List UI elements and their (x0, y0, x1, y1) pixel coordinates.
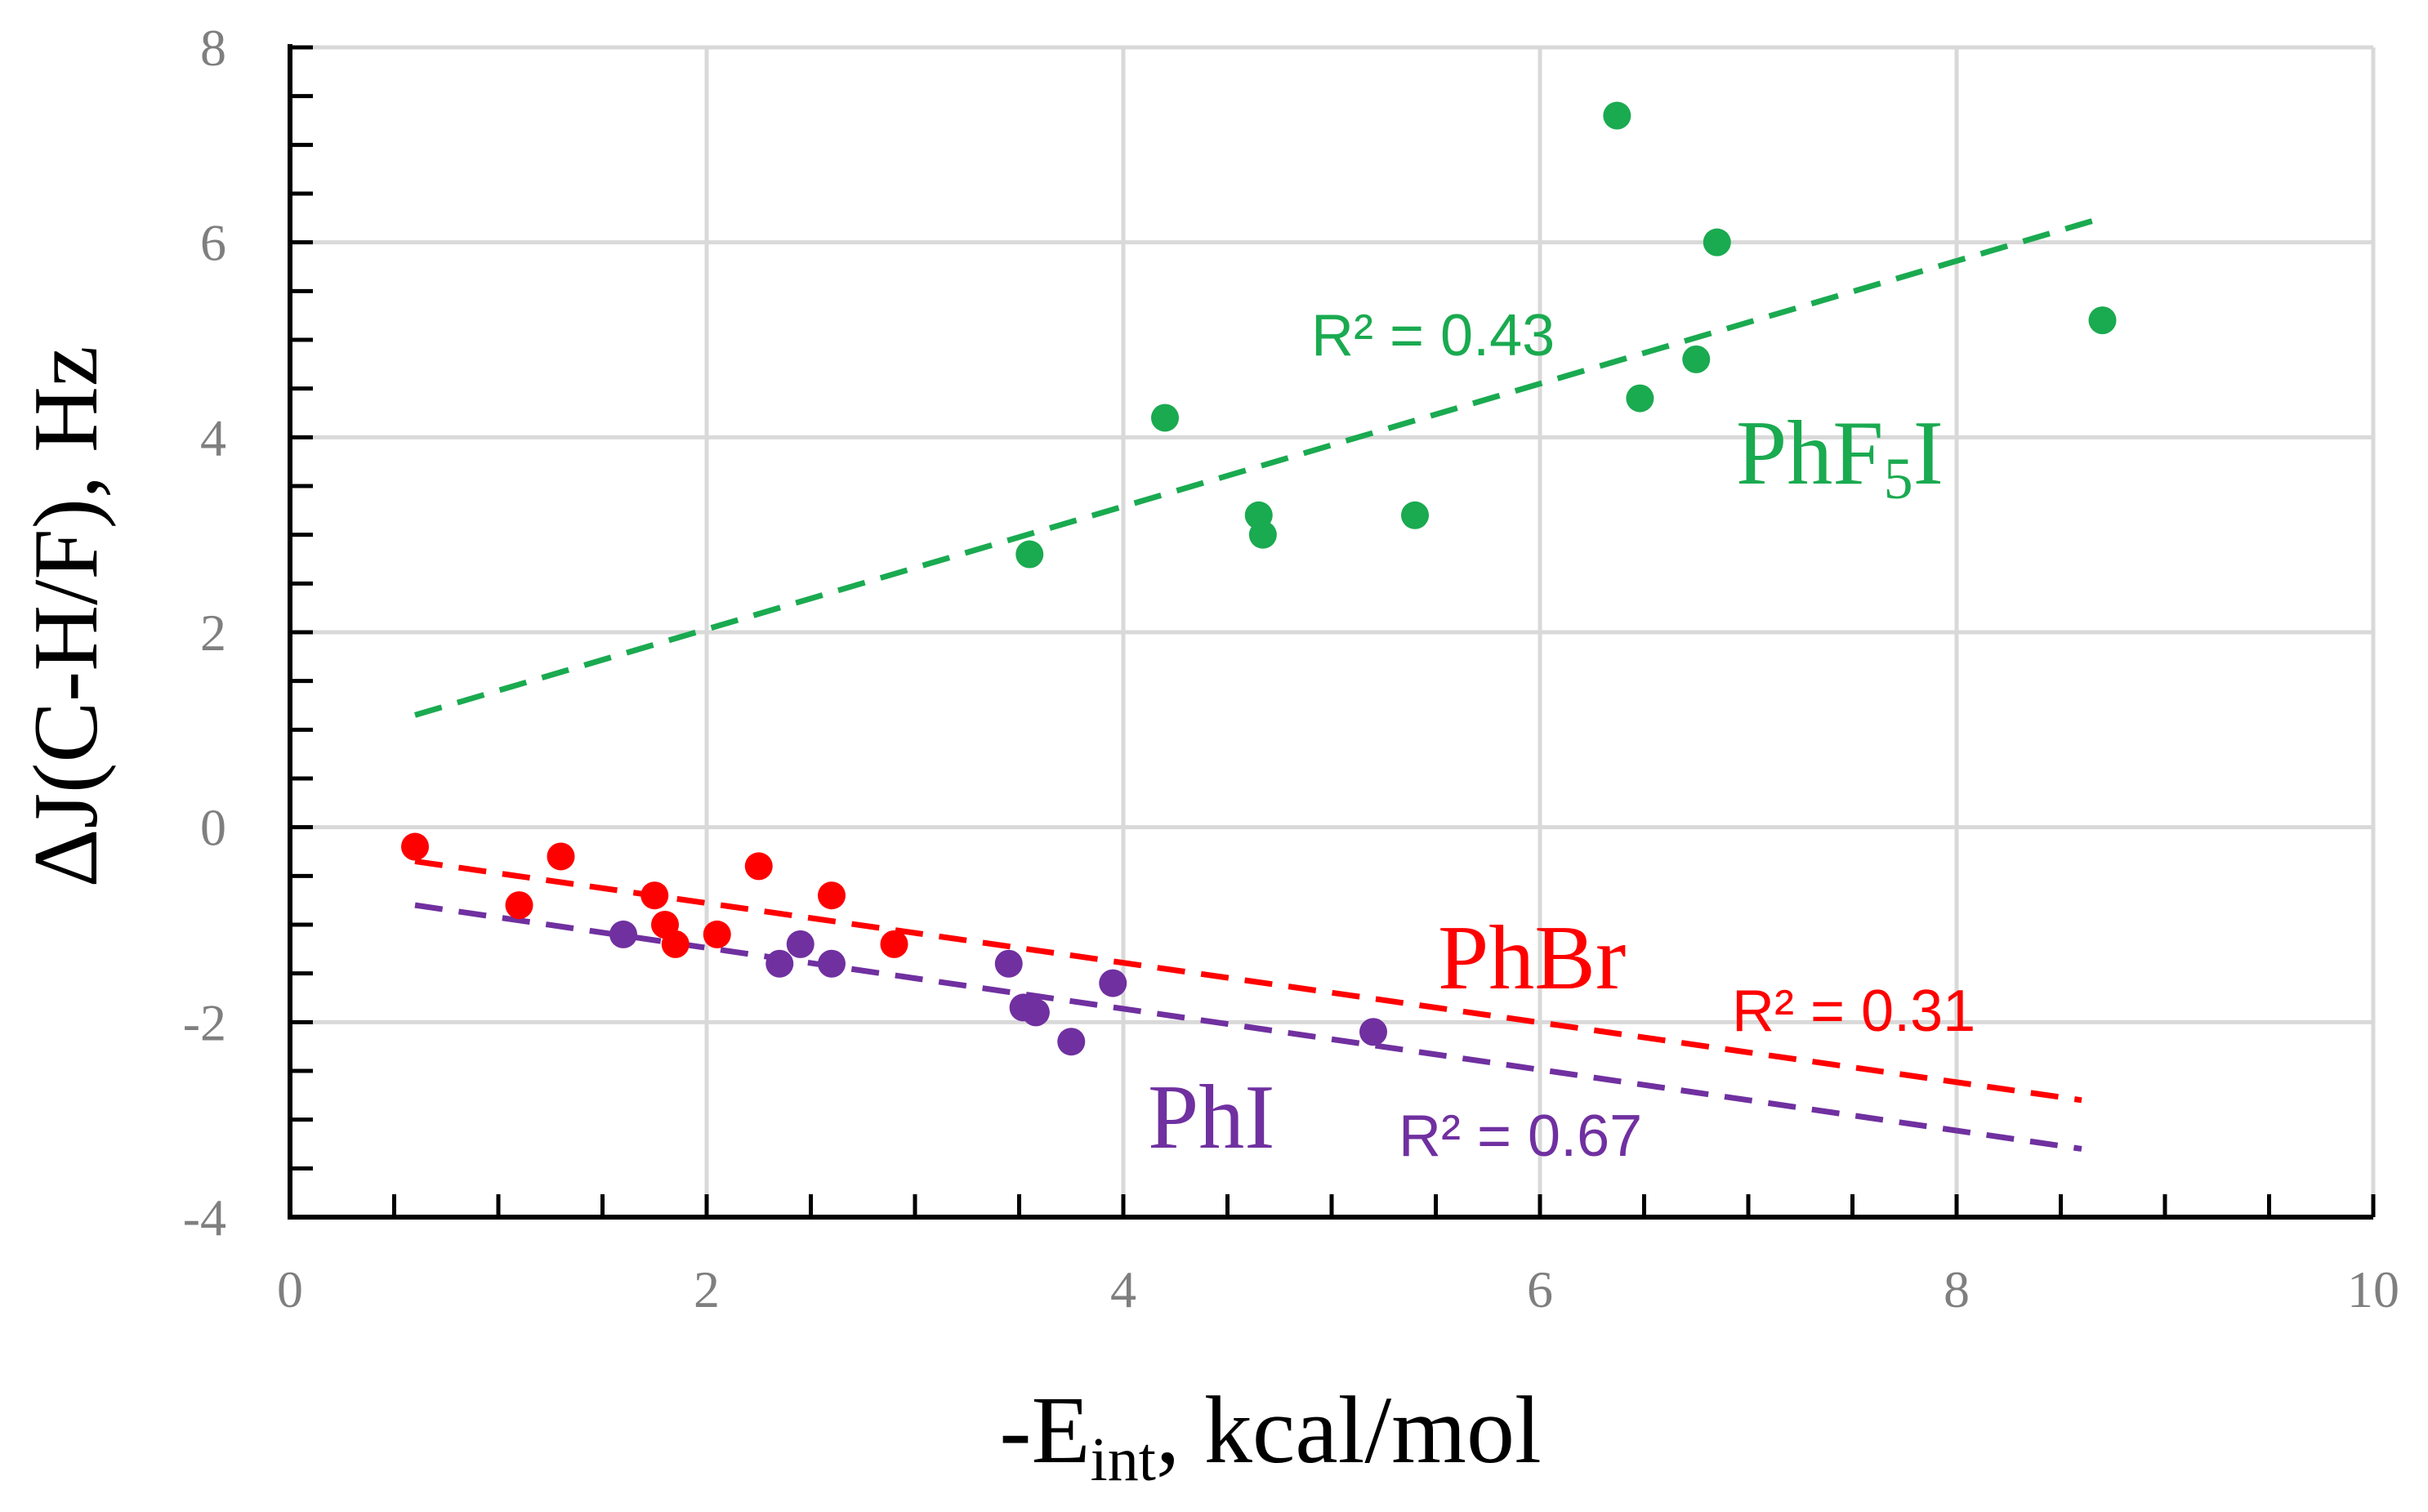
y-tick-label: -2 (183, 993, 226, 1051)
x-axis-title: -Eint, kcal/mol (999, 1376, 1542, 1494)
r2-label-phf5i: R² = 0.43 (1311, 303, 1555, 368)
point-phbr (547, 842, 575, 871)
point-phbr (505, 891, 533, 920)
point-phi (1021, 998, 1050, 1027)
trendline-phf5i (414, 215, 2104, 718)
point-phi (1359, 1018, 1387, 1046)
point-phbr (880, 930, 908, 958)
point-phbr (744, 852, 773, 881)
trendlines (414, 215, 2104, 1152)
point-phf5i (2088, 306, 2117, 335)
point-phbr (401, 832, 429, 861)
point-phf5i (1151, 404, 1179, 432)
point-phf5i (1603, 101, 1631, 130)
point-phi (1057, 1028, 1086, 1056)
series-label-phf5i: PhF5I (1736, 403, 1944, 511)
point-phf5i (1626, 384, 1654, 413)
y-tick-label: 2 (200, 604, 226, 662)
point-phbr (640, 881, 669, 910)
y-axis-title: ΔJ(C-H/F), Hz (16, 346, 117, 887)
axes (288, 44, 2376, 1220)
point-phf5i (1682, 345, 1711, 373)
x-tick-label: 4 (1110, 1260, 1136, 1318)
point-phbr (661, 930, 690, 958)
series-label-phbr: PhBr (1438, 908, 1626, 1009)
x-tick-label: 10 (2347, 1260, 2399, 1318)
x-tick-label: 2 (694, 1260, 720, 1318)
r2-label-phi: R² = 0.67 (1399, 1104, 1642, 1169)
x-tick-label: 8 (1944, 1260, 1970, 1318)
point-phi (994, 949, 1023, 978)
y-tick-label: 0 (200, 799, 226, 857)
data-points (401, 101, 2117, 1056)
series-label-phi: PhI (1148, 1067, 1275, 1168)
point-phi (818, 949, 846, 978)
y-tick-label: -4 (183, 1189, 226, 1247)
x-tick-label: 0 (277, 1260, 303, 1318)
point-phi (765, 949, 794, 978)
point-phbr (818, 881, 846, 910)
trendline-phbr (414, 858, 2082, 1104)
trendline-phi (414, 902, 2082, 1152)
point-phf5i (1015, 540, 1044, 569)
y-tick-label: 8 (200, 19, 226, 77)
r2-label-phbr: R² = 0.31 (1732, 979, 1975, 1044)
point-phi (786, 930, 815, 958)
point-phi (1099, 969, 1127, 997)
point-phf5i (1248, 520, 1277, 549)
point-phf5i (1401, 501, 1429, 529)
point-phbr (703, 920, 731, 948)
point-phi (609, 920, 637, 948)
point-phf5i (1703, 228, 1731, 256)
y-tick-labels: -4 -2 0 2 4 6 8 (183, 19, 226, 1247)
y-tick-label: 4 (200, 408, 226, 466)
x-tick-label: 6 (1527, 1260, 1553, 1318)
y-tick-label: 6 (200, 214, 226, 272)
x-tick-labels: 0 2 4 6 8 10 (277, 1260, 2399, 1318)
